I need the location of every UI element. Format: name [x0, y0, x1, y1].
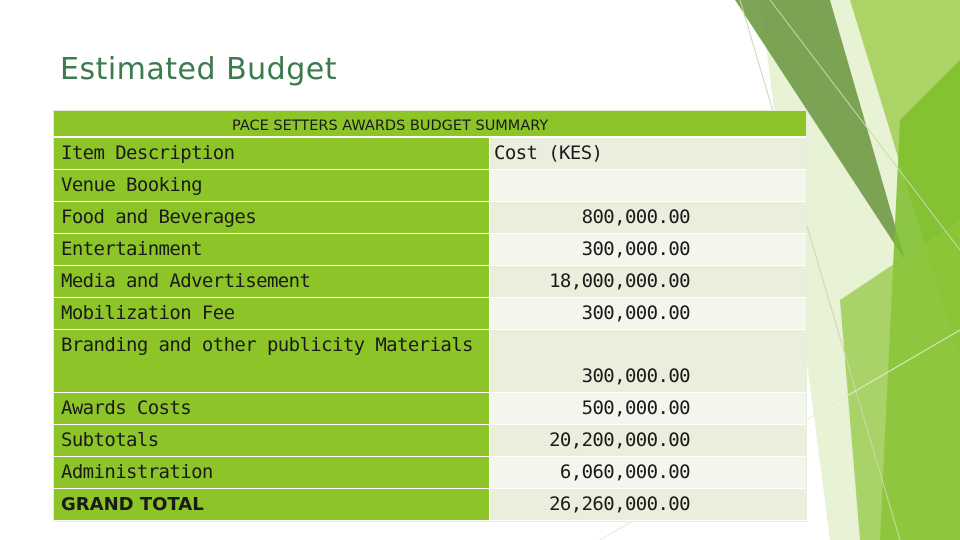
cost-cell: 300,000.00 — [489, 298, 806, 329]
table-row: Administration 6,060,000.00 — [54, 457, 806, 489]
item-cell: Food and Beverages — [54, 202, 489, 233]
cost-cell: 20,200,000.00 — [489, 425, 806, 456]
cost-cell: 26,260,000.00 — [489, 489, 806, 520]
cost-value: 300,000.00 — [581, 365, 691, 387]
table-row: Awards Costs 500,000.00 — [54, 393, 806, 425]
table-row: Venue Booking — [54, 170, 806, 202]
budget-table: PACE SETTERS AWARDS BUDGET SUMMARY Item … — [53, 110, 807, 522]
cost-value: 6,060,000.00 — [559, 461, 691, 483]
cost-cell: 500,000.00 — [489, 393, 806, 424]
item-cell: Awards Costs — [54, 393, 489, 424]
table-row: Entertainment 300,000.00 — [54, 234, 806, 266]
column-header-item: Item Description — [54, 138, 489, 169]
cost-cell: 800,000.00 — [489, 202, 806, 233]
cost-cell: 18,000,000.00 — [489, 266, 806, 297]
item-cell: Venue Booking — [54, 170, 489, 201]
item-cell: GRAND TOTAL — [54, 489, 489, 520]
item-cell: Branding and other publicity Materials — [54, 330, 489, 392]
cost-cell — [489, 170, 806, 201]
slide-title: Estimated Budget — [60, 52, 337, 87]
decor-dark-facet — [735, 0, 905, 260]
table-row-grand-total: GRAND TOTAL 26,260,000.00 — [54, 489, 806, 521]
table-caption: PACE SETTERS AWARDS BUDGET SUMMARY — [54, 111, 806, 138]
cost-value: 800,000.00 — [581, 206, 691, 228]
cost-cell: 6,060,000.00 — [489, 457, 806, 488]
table-row: Media and Advertisement 18,000,000.00 — [54, 266, 806, 298]
item-cell: Mobilization Fee — [54, 298, 489, 329]
cost-value: 20,200,000.00 — [549, 429, 691, 451]
decor-line-2 — [769, 0, 960, 251]
table-row: Branding and other publicity Materials 3… — [54, 330, 806, 393]
item-cell: Subtotals — [54, 425, 489, 456]
column-header-cost-cell: Cost (KES) — [489, 138, 806, 169]
table-row: Mobilization Fee 300,000.00 — [54, 298, 806, 330]
cost-cell: 300,000.00 — [489, 330, 806, 392]
cost-value: 500,000.00 — [581, 397, 691, 419]
item-cell: Administration — [54, 457, 489, 488]
table-row: Subtotals 20,200,000.00 — [54, 425, 806, 457]
column-header-cost: Cost (KES) — [494, 142, 603, 164]
cost-cell: 300,000.00 — [489, 234, 806, 265]
cost-value: 300,000.00 — [581, 302, 691, 324]
decor-bottom-facet — [840, 220, 960, 540]
cost-value: 26,260,000.00 — [549, 493, 691, 515]
cost-value: 300,000.00 — [581, 238, 691, 260]
table-header-row: Item Description Cost (KES) — [54, 138, 806, 170]
cost-value: 18,000,000.00 — [549, 270, 691, 292]
table-row: Food and Beverages 800,000.00 — [54, 202, 806, 234]
decor-line-1 — [739, 0, 901, 540]
item-cell: Media and Advertisement — [54, 266, 489, 297]
item-cell: Entertainment — [54, 234, 489, 265]
